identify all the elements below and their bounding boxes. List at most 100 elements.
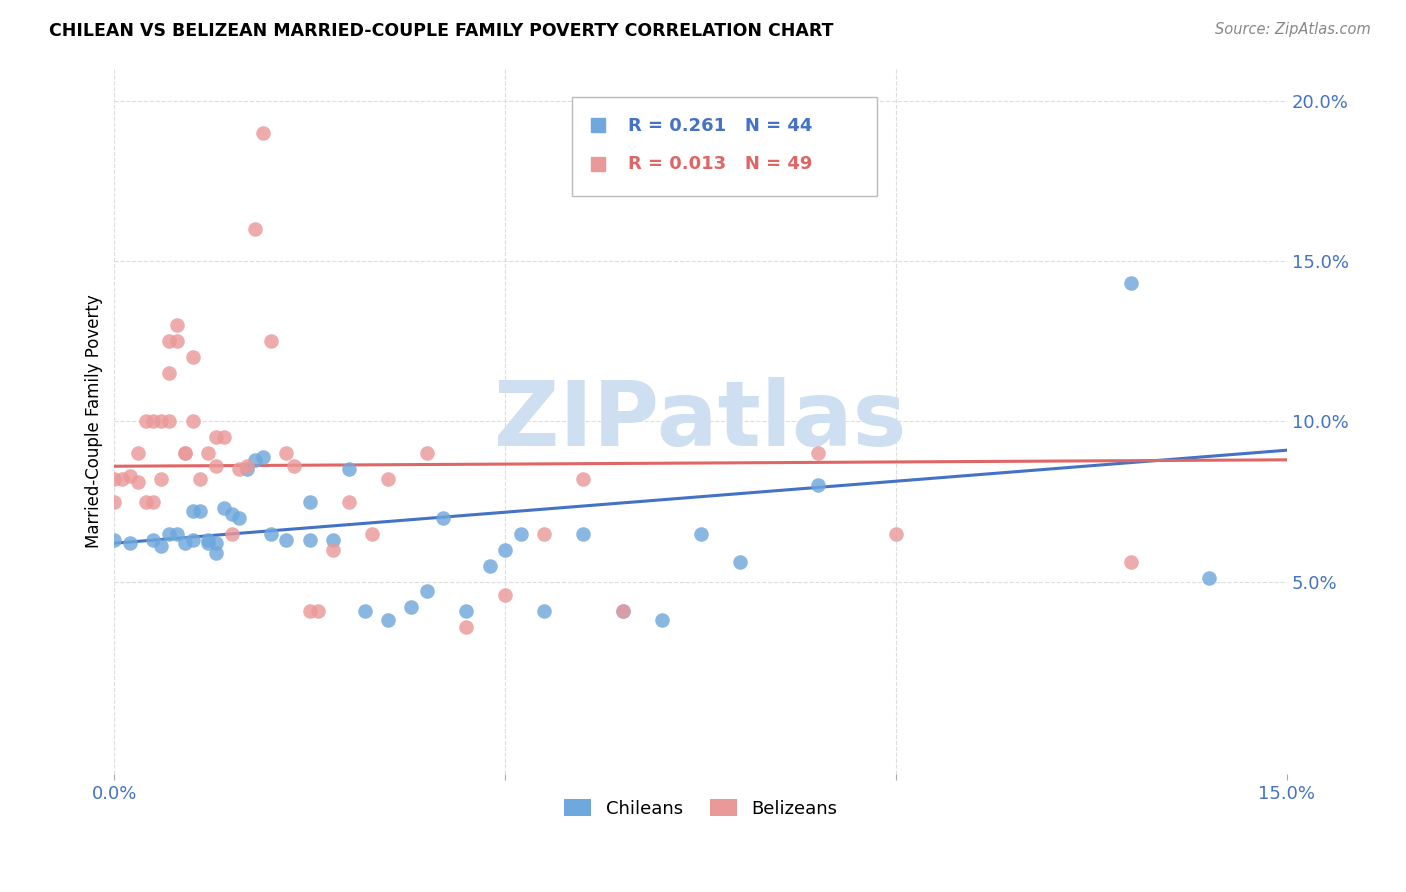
Point: [205, 546, 228, 560]
Point: [111, 472, 134, 486]
Point: [103, 533, 125, 547]
Point: [298, 533, 321, 547]
Point: [236, 459, 259, 474]
Point: [377, 472, 399, 486]
Point: [377, 613, 399, 627]
Text: ZIPatlas: ZIPatlas: [495, 377, 907, 466]
Point: [494, 542, 516, 557]
Point: [173, 446, 195, 460]
Point: [509, 526, 531, 541]
Point: [533, 526, 555, 541]
Point: [807, 446, 830, 460]
Point: [118, 468, 141, 483]
Point: [243, 452, 266, 467]
Point: [197, 533, 219, 547]
Text: CHILEAN VS BELIZEAN MARRIED-COUPLE FAMILY POVERTY CORRELATION CHART: CHILEAN VS BELIZEAN MARRIED-COUPLE FAMIL…: [49, 22, 834, 40]
Point: [166, 526, 188, 541]
Point: [221, 526, 243, 541]
Point: [205, 536, 228, 550]
Point: [401, 600, 423, 615]
Legend: Chileans, Belizeans: Chileans, Belizeans: [557, 792, 845, 825]
Point: [337, 494, 360, 508]
Point: [416, 446, 439, 460]
Point: [283, 459, 305, 474]
Point: [416, 584, 439, 599]
Point: [212, 430, 235, 444]
Point: [651, 613, 673, 627]
Point: [173, 536, 195, 550]
Point: [118, 536, 141, 550]
Point: [456, 603, 478, 617]
Point: [243, 222, 266, 236]
Point: [322, 542, 344, 557]
Point: [276, 446, 298, 460]
Text: Source: ZipAtlas.com: Source: ZipAtlas.com: [1215, 22, 1371, 37]
Point: [298, 494, 321, 508]
Point: [432, 510, 454, 524]
Point: [236, 462, 259, 476]
Point: [1119, 277, 1142, 291]
Point: [221, 508, 243, 522]
Point: [456, 619, 478, 633]
Point: [260, 526, 283, 541]
Point: [228, 462, 250, 476]
Point: [689, 526, 711, 541]
Point: [157, 366, 180, 380]
Point: [612, 603, 634, 617]
Text: R = 0.261   N = 44: R = 0.261 N = 44: [628, 117, 813, 135]
Point: [572, 526, 595, 541]
Point: [181, 350, 204, 364]
Point: [150, 472, 173, 486]
Point: [298, 603, 321, 617]
Point: [142, 533, 165, 547]
Point: [127, 475, 149, 490]
Point: [166, 334, 188, 348]
Point: [197, 446, 219, 460]
Point: [150, 540, 173, 554]
Point: [205, 430, 228, 444]
Point: [150, 414, 173, 428]
Point: [181, 414, 204, 428]
Point: [337, 462, 360, 476]
Point: [103, 494, 125, 508]
Point: [353, 603, 375, 617]
Point: [276, 533, 298, 547]
Point: [361, 526, 384, 541]
Point: [533, 603, 555, 617]
Point: [103, 472, 125, 486]
Point: [212, 500, 235, 515]
Point: [181, 533, 204, 547]
Point: [252, 126, 274, 140]
Point: [142, 414, 165, 428]
Point: [612, 603, 634, 617]
Point: [307, 603, 329, 617]
Point: [197, 536, 219, 550]
Point: [135, 494, 157, 508]
Point: [807, 478, 830, 492]
Point: [157, 334, 180, 348]
Y-axis label: Married-Couple Family Poverty: Married-Couple Family Poverty: [86, 294, 103, 549]
Point: [884, 526, 907, 541]
Point: [228, 510, 250, 524]
Point: [478, 558, 501, 573]
Point: [166, 318, 188, 332]
Point: [181, 504, 204, 518]
Point: [190, 504, 212, 518]
Point: [494, 587, 516, 601]
Point: [572, 472, 595, 486]
Point: [173, 446, 195, 460]
FancyBboxPatch shape: [572, 96, 876, 195]
Point: [127, 446, 149, 460]
Point: [260, 334, 283, 348]
Point: [728, 556, 751, 570]
Point: [142, 494, 165, 508]
Point: [157, 526, 180, 541]
Point: [1119, 556, 1142, 570]
Point: [135, 414, 157, 428]
Point: [1198, 572, 1220, 586]
Point: [252, 450, 274, 464]
Text: R = 0.013   N = 49: R = 0.013 N = 49: [628, 155, 813, 173]
Point: [205, 459, 228, 474]
Point: [190, 472, 212, 486]
Point: [322, 533, 344, 547]
